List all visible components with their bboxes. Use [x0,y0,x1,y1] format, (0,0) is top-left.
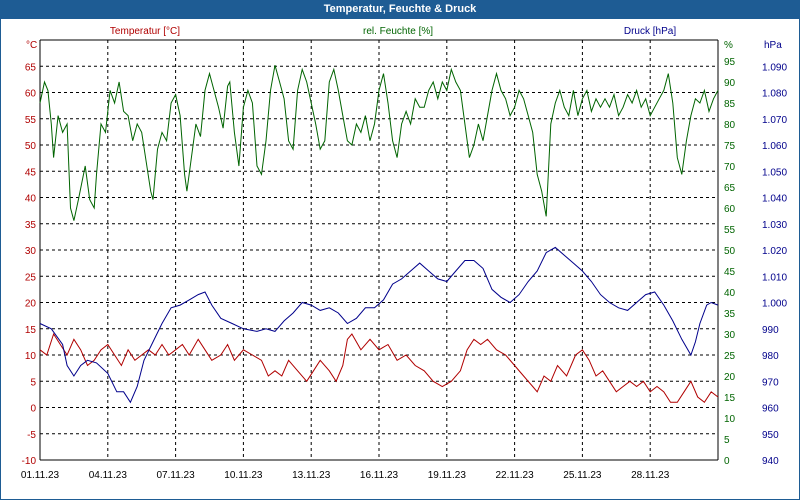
temperature-tick-label: 5 [30,377,36,388]
humidity-tick-label: 25 [724,351,736,362]
unit-humidity: % [724,40,733,51]
humidity-tick-label: 20 [724,372,736,383]
pressure-tick-label: 1.060 [762,141,787,152]
axis-layer: 01.11.23 04.11.23 07.11.23 10.11.23 13.11.23… [21,39,787,481]
pressure-tick-label: 950 [762,430,779,441]
temperature-tick-label: -10 [22,456,37,467]
temperature-tick-label: 10 [25,351,37,362]
x-tick-label: 04.11.23 [89,470,128,481]
humidity-tick-label: 55 [724,225,736,236]
x-tick-label: 28.11.23 [631,470,670,481]
pressure-tick-label: 1.050 [762,167,787,178]
pressure-tick-label: 1.010 [762,272,787,283]
humidity-tick-label: 90 [724,78,736,89]
pressure-tick-label: 990 [762,325,779,336]
humidity-tick-label: 65 [724,183,736,194]
temperature-tick-label: 35 [25,220,37,231]
x-tick-label: 22.11.23 [496,470,535,481]
legend-pressure: Druck [hPa] [624,26,676,37]
x-tick-label: 07.11.23 [157,470,196,481]
pressure-tick-label: 1.070 [762,115,787,126]
temperature-tick-label: 60 [25,89,37,100]
series-layer [39,65,719,404]
humidity-tick-label: 0 [724,456,730,467]
humidity-tick-label: 60 [724,204,736,215]
pressure-tick-label: 960 [762,404,779,415]
unit-pressure: hPa [764,40,782,51]
humidity-tick-label: 40 [724,288,736,299]
x-tick-label: 25.11.23 [563,470,602,481]
series-line-pressure [39,246,719,404]
x-tick-label: 19.11.23 [428,470,467,481]
temperature-tick-label: 50 [25,141,37,152]
pressure-tick-label: 980 [762,351,779,362]
humidity-tick-label: 75 [724,141,736,152]
temperature-tick-label: 0 [30,404,36,415]
temperature-tick-label: 25 [25,272,37,283]
humidity-tick-label: 30 [724,330,736,341]
unit-temperature: °C [26,40,37,51]
label-layer: Temperatur [°C] rel. Feuchte [%] Druck [… [26,26,782,51]
temperature-tick-label: 40 [25,194,37,205]
pressure-tick-label: 970 [762,377,779,388]
pressure-tick-label: 1.030 [762,220,787,231]
humidity-tick-label: 70 [724,162,736,173]
humidity-tick-label: 35 [724,309,736,320]
temperature-tick-label: 45 [25,167,37,178]
x-tick-label: 16.11.23 [360,470,399,481]
humidity-tick-label: 95 [724,57,736,68]
temperature-tick-label: 30 [25,246,37,257]
pressure-tick-label: 1.000 [762,299,787,310]
x-tick-label: 10.11.23 [224,470,263,481]
temperature-tick-label: 55 [25,115,37,126]
window-title: Temperatur, Feuchte & Druck [0,0,800,18]
humidity-tick-label: 45 [724,267,736,278]
x-tick-label: 01.11.23 [21,470,60,481]
legend-humidity: rel. Feuchte [%] [363,26,433,37]
pressure-tick-label: 1.040 [762,194,787,205]
humidity-tick-label: 85 [724,99,736,110]
humidity-tick-label: 80 [724,120,736,131]
series-line-humidity [39,65,719,221]
pressure-tick-label: 1.090 [762,62,787,73]
legend-temperature: Temperatur [°C] [110,26,180,37]
pressure-tick-label: 1.020 [762,246,787,257]
temperature-tick-label: -5 [27,430,36,441]
temperature-tick-label: 20 [25,299,37,310]
humidity-tick-label: 15 [724,393,736,404]
humidity-tick-label: 50 [724,246,736,257]
temperature-tick-label: 15 [25,325,37,336]
humidity-tick-label: 5 [724,435,730,446]
humidity-tick-label: 10 [724,414,736,425]
pressure-tick-label: 940 [762,456,779,467]
pressure-tick-label: 1.080 [762,89,787,100]
temperature-tick-label: 65 [25,62,37,73]
series-line-temperature [39,332,719,404]
x-tick-label: 13.11.23 [292,470,331,481]
